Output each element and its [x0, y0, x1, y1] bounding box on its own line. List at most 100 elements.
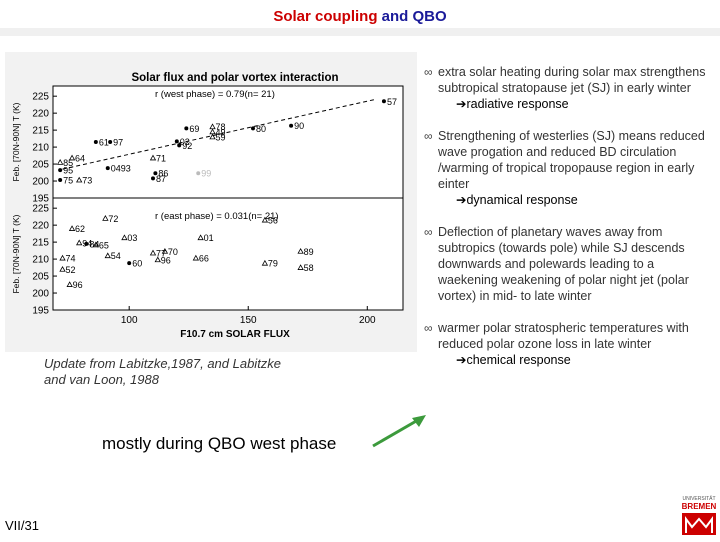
correlation-annotation: r (east phase) = 0.031(n= 21) — [155, 211, 279, 222]
data-point-label: 75 — [63, 176, 73, 186]
data-point — [102, 215, 109, 221]
data-point-label: 96 — [73, 280, 83, 290]
data-point-label: 97 — [113, 138, 123, 148]
arrow-right-icon: ➔ — [456, 353, 467, 367]
data-point-label: 89 — [304, 247, 314, 257]
y-tick-label: 205 — [32, 160, 49, 171]
bullet-item: ∞ Deflection of planetary waves away from… — [424, 224, 716, 304]
data-point — [105, 166, 110, 171]
data-point — [108, 140, 113, 144]
data-point-label: 74 — [66, 254, 76, 264]
logo-small-text: UNIVERSITÄT — [682, 496, 716, 502]
bullet-item: ∞ warmer polar stratospheric temperatures… — [424, 320, 716, 368]
data-point — [177, 143, 182, 148]
data-point — [261, 259, 269, 266]
bullet-text: Deflection of planetary waves away from … — [438, 225, 689, 303]
data-point — [68, 225, 76, 231]
bullet-item: ∞ extra solar heating during solar max st… — [424, 64, 716, 112]
data-point-label: 52 — [66, 265, 76, 275]
data-point — [161, 247, 169, 254]
data-point-label: 54 — [111, 251, 121, 261]
y-tick-label: 220 — [32, 109, 49, 120]
data-point — [153, 171, 158, 176]
data-point — [251, 126, 255, 131]
bullet-list: ∞ extra solar heating during solar max st… — [424, 64, 716, 384]
response-label: radiative response — [466, 97, 569, 111]
qbo-note: mostly during QBO west phase — [102, 434, 337, 453]
data-point — [58, 168, 63, 173]
data-point-label: 0493 — [111, 164, 131, 174]
data-point — [297, 264, 304, 270]
x-tick-label: 200 — [359, 315, 376, 326]
data-point-label: 70 — [168, 247, 178, 257]
data-point — [93, 140, 98, 144]
data-point — [184, 126, 189, 131]
data-point-label: 03 — [127, 233, 137, 243]
data-point-label: 49 — [216, 127, 226, 137]
data-point-label: 78 — [216, 122, 226, 132]
bullet-marker: ∞ — [424, 65, 433, 79]
bullet-text: Strengthening of westerlies (SJ) means r… — [438, 129, 705, 191]
data-point — [192, 254, 200, 261]
data-point — [174, 139, 179, 144]
data-point — [59, 254, 66, 261]
title-and-qbo: and QBO — [381, 8, 447, 25]
arrow-right-icon: ➔ — [456, 193, 467, 207]
y-tick-label: 220 — [32, 221, 49, 232]
scatter-chart-panel: Solar flux and polar vortex interaction 2… — [5, 52, 417, 352]
y-tick-label: 215 — [32, 126, 49, 137]
university-bremen-logo: UNIVERSITÄT BREMEN — [680, 496, 718, 538]
slide-title: Solar coupling and QBO — [0, 8, 720, 25]
response-label: dynamical response — [466, 193, 578, 207]
data-point — [151, 176, 155, 181]
figure-caption: Update from Labitzke,1987, and Labitzke … — [44, 356, 282, 387]
data-point-label: 60 — [132, 259, 142, 269]
data-point — [127, 261, 132, 266]
correlation-annotation: r (west phase) = 0.79(n= 21) — [155, 89, 275, 100]
data-point — [261, 216, 269, 223]
data-point — [76, 176, 83, 183]
data-point-label: 01 — [204, 233, 214, 243]
data-point — [84, 241, 89, 246]
y-tick-label: 225 — [32, 92, 49, 103]
x-tick-label: 100 — [121, 315, 138, 326]
plot-frame — [52, 197, 404, 311]
arrow-right-icon: ➔ — [456, 97, 467, 111]
x-tick-label: 150 — [240, 315, 257, 326]
data-point-label: 69 — [189, 124, 199, 134]
data-point — [289, 123, 294, 128]
y-axis-label: Feb. [70N-90N] T (K) — [11, 214, 21, 293]
trend-line — [62, 99, 375, 170]
data-point — [66, 281, 73, 287]
data-point-label: 66 — [199, 254, 209, 264]
y-tick-label: 195 — [32, 194, 49, 205]
data-point — [121, 234, 128, 241]
data-point-label: 58 — [304, 263, 314, 273]
bullet-marker: ∞ — [424, 321, 433, 335]
bullet-text: extra solar heating during solar max str… — [438, 65, 706, 95]
data-point-label: 90 — [294, 121, 304, 131]
data-point — [297, 247, 304, 254]
data-point — [76, 239, 83, 246]
data-point-label: 72 — [108, 214, 118, 224]
top-band — [0, 28, 720, 36]
data-point — [209, 133, 216, 140]
logo-big-text: BREMEN — [681, 502, 717, 511]
bullet-response: ➔dynamical response — [438, 192, 716, 208]
data-point — [56, 159, 64, 165]
data-point-label: 87 — [156, 174, 166, 184]
bullet-item: ∞ Strengthening of westerlies (SJ) means … — [424, 128, 716, 208]
data-point — [59, 265, 66, 272]
data-point — [196, 171, 201, 176]
data-point — [381, 99, 386, 104]
chart-title: Solar flux and polar vortex interaction — [131, 72, 338, 84]
data-point — [149, 249, 157, 256]
bullet-marker: ∞ — [424, 225, 433, 239]
response-label: chemical response — [466, 353, 571, 367]
bullet-response: ➔chemical response — [438, 352, 716, 368]
data-point-label: 95 — [63, 166, 73, 176]
data-point-label: 79 — [268, 259, 278, 269]
y-tick-label: 200 — [32, 289, 49, 300]
x-axis-label: F10.7 cm SOLAR FLUX — [180, 329, 290, 340]
y-axis-label: Feb. [70N-90N] T (K) — [11, 102, 21, 181]
